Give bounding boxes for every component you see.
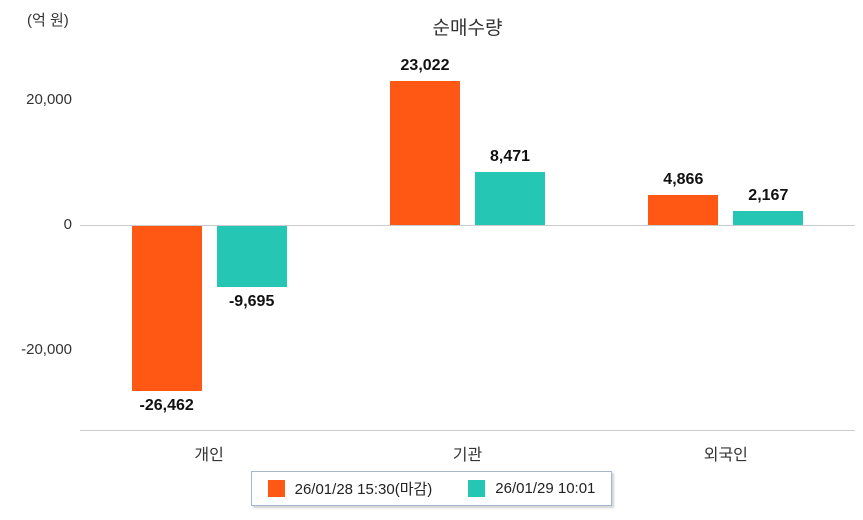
zero-axis-line — [80, 225, 855, 226]
x-axis-line — [80, 430, 855, 431]
bar-value-label: -9,695 — [228, 292, 275, 310]
y-axis-unit-label: (억 원) — [27, 12, 69, 29]
bar-value-label: 8,471 — [489, 148, 531, 166]
bar-series1 — [131, 226, 202, 392]
x-category-label: 외국인 — [703, 447, 748, 464]
bar-series1 — [390, 81, 460, 225]
bar-series2 — [733, 211, 804, 225]
bar-series2 — [216, 226, 287, 287]
y-tick-label: 20,000 — [26, 91, 72, 108]
bar-series2 — [475, 172, 545, 225]
bar-series1 — [648, 194, 719, 225]
legend: 26/01/28 15:30(마감) 26/01/29 10:01 — [250, 471, 613, 506]
bar-value-label: 4,866 — [663, 170, 704, 188]
bar-value-label: 2,167 — [748, 187, 789, 205]
legend-label-series2: 26/01/29 10:01 — [495, 480, 596, 497]
y-tick-label: -20,000 — [21, 341, 72, 358]
x-category-label: 기관 — [452, 447, 483, 464]
chart-title: 순매수량 — [432, 18, 503, 39]
legend-swatch-series2 — [468, 480, 486, 497]
bar-value-label: 23,022 — [400, 57, 450, 75]
legend-label-series1: 26/01/28 15:30(마감) — [294, 481, 433, 498]
x-category-label: 개인 — [194, 447, 224, 464]
bar-value-label: -26,462 — [139, 397, 194, 415]
legend-swatch-series1 — [267, 480, 285, 497]
y-tick-label: 0 — [63, 216, 72, 233]
legend-row: 26/01/28 15:30(마감) 26/01/29 10:01 — [0, 471, 863, 506]
